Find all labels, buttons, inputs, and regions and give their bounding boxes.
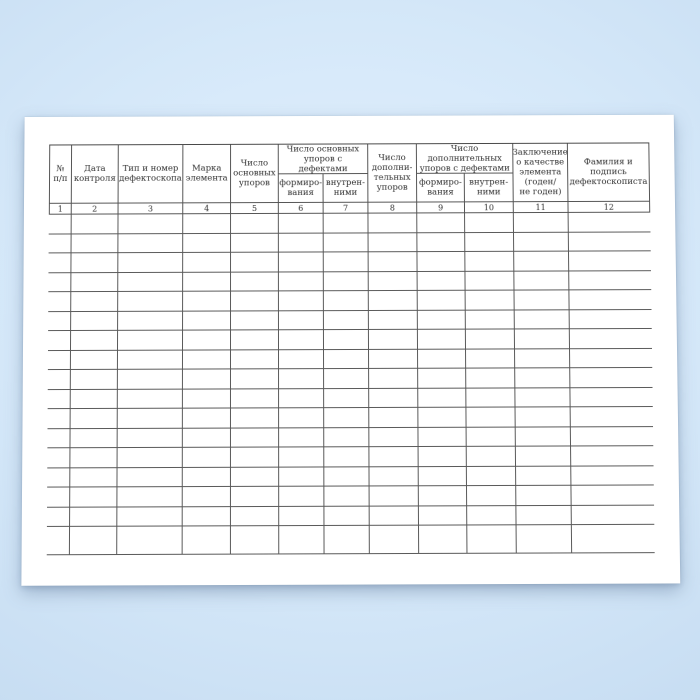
header-control-date: Дата контроля — [71, 145, 119, 203]
column-number: 1 — [48, 203, 72, 214]
column-number: 8 — [368, 202, 418, 213]
empty-row — [47, 485, 655, 508]
defectoscopy-log-table: № п/п Дата контроля Тип и номер дефектос… — [46, 142, 655, 556]
subheader-additional-forming-defects: формиро- вания — [417, 173, 465, 202]
table-body — [46, 212, 655, 556]
empty-row — [46, 505, 655, 527]
group-header-main-supports-defects: Число основных упоров с дефектами — [278, 144, 369, 175]
header-inspector-signature: Фамилия и подпись дефектоскописта — [567, 143, 651, 202]
empty-row — [47, 387, 653, 410]
empty-row — [47, 465, 654, 488]
empty-row — [48, 212, 651, 235]
column-number: 5 — [231, 203, 279, 214]
column-number: 11 — [513, 202, 569, 213]
empty-row — [47, 446, 654, 468]
column-number: 9 — [417, 202, 466, 213]
header-additional-supports-count: Число дополни- тельных упоров — [368, 144, 418, 202]
empty-row — [48, 309, 652, 332]
header-main-supports-count: Число основных упоров — [231, 144, 279, 203]
group-header-additional-supports-defects: Число дополнительных упоров с дефектами — [416, 144, 514, 174]
column-number: 3 — [118, 203, 184, 214]
paper-sheet: № п/п Дата контроля Тип и номер дефектос… — [21, 114, 681, 586]
empty-row — [47, 407, 654, 429]
empty-row — [48, 231, 651, 254]
column-number: 6 — [278, 202, 324, 213]
column-number: 10 — [464, 202, 514, 213]
empty-row — [47, 348, 653, 371]
subheader-main-internal-defects: внутрен- ними — [323, 174, 369, 202]
column-number: 7 — [323, 202, 369, 213]
header-quality-conclusion: Заключение о качестве элемента (годен/ н… — [513, 143, 569, 202]
subheader-additional-internal-defects: внутрен- ними — [464, 173, 514, 202]
table-header: № п/п Дата контроля Тип и номер дефектос… — [48, 142, 651, 204]
subheader-main-forming-defects: формиро- вания — [278, 174, 324, 203]
column-number: 2 — [71, 203, 119, 214]
header-flaw-detector-type: Тип и номер дефектоскопа — [118, 145, 184, 203]
empty-row — [47, 328, 653, 351]
empty-row — [47, 426, 654, 449]
column-line — [229, 214, 232, 555]
column-number: 4 — [183, 203, 232, 214]
empty-row — [46, 524, 655, 556]
empty-row — [48, 251, 651, 273]
empty-row — [47, 367, 653, 390]
column-number: 12 — [568, 201, 651, 212]
header-element-brand: Марка элемента — [183, 144, 232, 203]
empty-row — [48, 290, 652, 312]
header-row-number: № п/п — [48, 145, 73, 203]
empty-row — [48, 270, 652, 293]
